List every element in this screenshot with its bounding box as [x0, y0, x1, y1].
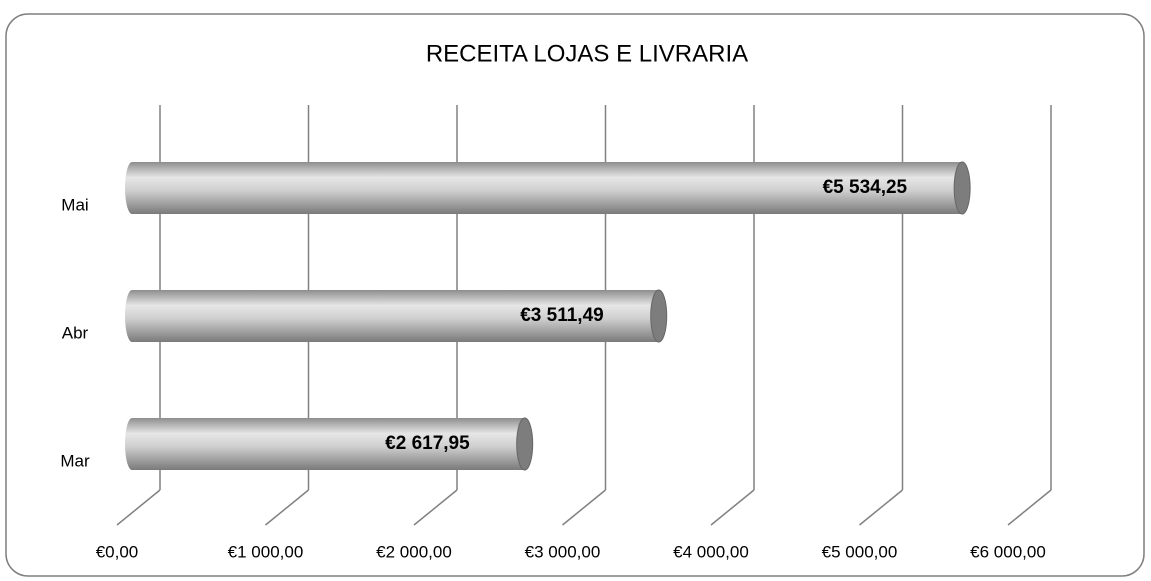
bar	[132, 418, 525, 470]
x-tick-label: €4 000,00	[673, 542, 749, 561]
bar-cap	[953, 161, 971, 215]
x-tick-label: €1 000,00	[228, 542, 304, 561]
y-tick-label: Mar	[60, 451, 90, 470]
bar-cap	[516, 417, 534, 471]
chart-title: RECEITA LOJAS E LIVRARIA	[426, 40, 748, 67]
floor-line	[859, 489, 903, 526]
bar	[132, 162, 963, 214]
floor-line	[116, 489, 161, 526]
bar-cap	[650, 289, 668, 343]
x-tick-label: €5 000,00	[822, 542, 898, 561]
x-tick-label: €6 000,00	[970, 542, 1046, 561]
y-tick-label: Mai	[61, 195, 88, 214]
y-tick-label: Abr	[62, 323, 89, 342]
floor-line	[562, 489, 606, 526]
floor-line	[413, 489, 458, 526]
floor-line	[265, 489, 309, 526]
x-tick-label: €3 000,00	[525, 542, 601, 561]
floor-line	[710, 489, 755, 526]
value-label: €2 617,95	[385, 433, 470, 454]
value-label: €5 534,25	[823, 177, 908, 198]
bar	[132, 290, 659, 342]
floor-line	[1007, 489, 1052, 526]
value-label: €3 511,49	[520, 305, 603, 326]
x-tick-label: €0,00	[96, 542, 139, 561]
x-tick-label: €2 000,00	[376, 542, 452, 561]
